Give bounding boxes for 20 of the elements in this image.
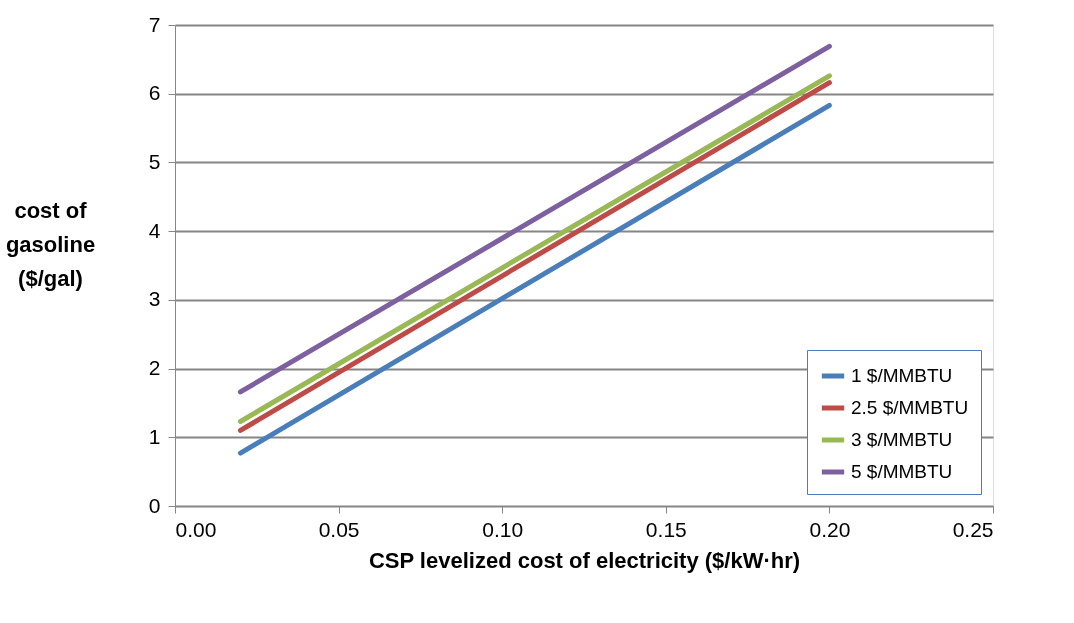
x-axis-title: CSP levelized cost of electricity ($/kW·hr) xyxy=(368,547,801,573)
x-tick-label: 0.10 xyxy=(482,517,524,541)
legend-label: 1 $/MMBTU xyxy=(851,365,953,386)
y-tick-label: 1 xyxy=(148,424,161,448)
legend-label: 3 $/MMBTU xyxy=(851,429,953,450)
x-tick-label: 0.05 xyxy=(318,517,360,541)
y-tick-label: 0 xyxy=(148,493,161,517)
y-tick-label: 5 xyxy=(148,149,161,173)
y-axis-title: cost of gasoline ($/gal) xyxy=(5,197,96,291)
x-tick-label: 0.20 xyxy=(809,517,851,541)
legend-label: 5 $/MMBTU xyxy=(851,461,953,482)
y-tick-label: 3 xyxy=(148,287,161,311)
x-tick-label: 0.25 xyxy=(952,517,994,541)
y-tick-label: 6 xyxy=(148,81,161,105)
y-tick-label: 7 xyxy=(148,12,161,36)
y-tick-label: 2 xyxy=(148,356,161,380)
legend-label: 2.5 $/MMBTU xyxy=(851,397,969,418)
x-tick-label: 0.15 xyxy=(645,517,687,541)
y-tick-label: 4 xyxy=(148,218,161,242)
x-tick-label: 0.00 xyxy=(175,517,217,541)
